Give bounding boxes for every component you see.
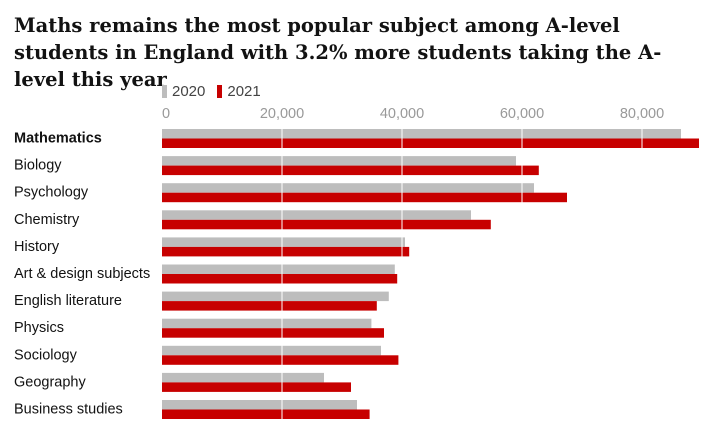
x-tick-label-1: 20,000	[260, 106, 304, 122]
bar-2021-10	[162, 409, 370, 419]
bar-2020-9	[162, 372, 324, 383]
bar-2021-7	[162, 328, 384, 338]
category-label-4: History	[14, 239, 60, 255]
bar-2021-8	[162, 355, 399, 365]
category-label-5: Art & design subjects	[14, 266, 150, 282]
category-label-2: Psychology	[14, 185, 89, 201]
x-tick-label-0: 0	[162, 106, 170, 122]
legend-item-2021: 2021	[217, 82, 261, 100]
bar-2020-5	[162, 264, 395, 274]
bar-2020-10	[162, 400, 357, 410]
category-label-10: Business studies	[14, 402, 123, 418]
bar-2020-0	[162, 129, 681, 139]
bar-2021-3	[162, 219, 491, 230]
bar-2021-5	[162, 274, 398, 284]
bar-2021-2	[162, 192, 567, 203]
legend-swatch-2021	[217, 84, 223, 98]
x-tick-label-4: 80,000	[620, 106, 664, 122]
category-label-9: Geography	[14, 374, 86, 390]
bar-2021-0	[162, 138, 699, 148]
bar-2020-3	[162, 210, 471, 220]
category-label-1: Biology	[14, 158, 62, 174]
chart-title: Maths remains the most popular subject a…	[14, 14, 662, 91]
bar-2020-4	[162, 237, 405, 247]
bar-2020-2	[162, 183, 534, 193]
legend-item-2020: 2020	[162, 83, 205, 100]
bar-2021-1	[162, 165, 539, 176]
category-label-6: English literature	[14, 293, 122, 309]
category-label-7: Physics	[14, 320, 64, 336]
bar-2021-6	[162, 301, 377, 311]
bar-2020-7	[162, 318, 372, 329]
bar-2021-4	[162, 246, 410, 257]
bar-2021-9	[162, 382, 351, 392]
category-label-3: Chemistry	[14, 212, 80, 228]
legend-label-2020: 2020	[172, 82, 206, 100]
legend-label-2021: 2021	[227, 82, 261, 100]
x-tick-label-2: 40,000	[380, 106, 424, 122]
category-label-8: Sociology	[14, 347, 78, 363]
bar-2020-6	[162, 291, 389, 302]
x-tick-label-3: 60,000	[500, 106, 544, 122]
category-label-0: Mathematics	[14, 131, 102, 147]
legend-swatch-2020	[162, 84, 167, 98]
bar-2020-8	[162, 345, 381, 356]
bar-2020-1	[162, 156, 516, 166]
legend: 2020 2021	[162, 82, 273, 100]
